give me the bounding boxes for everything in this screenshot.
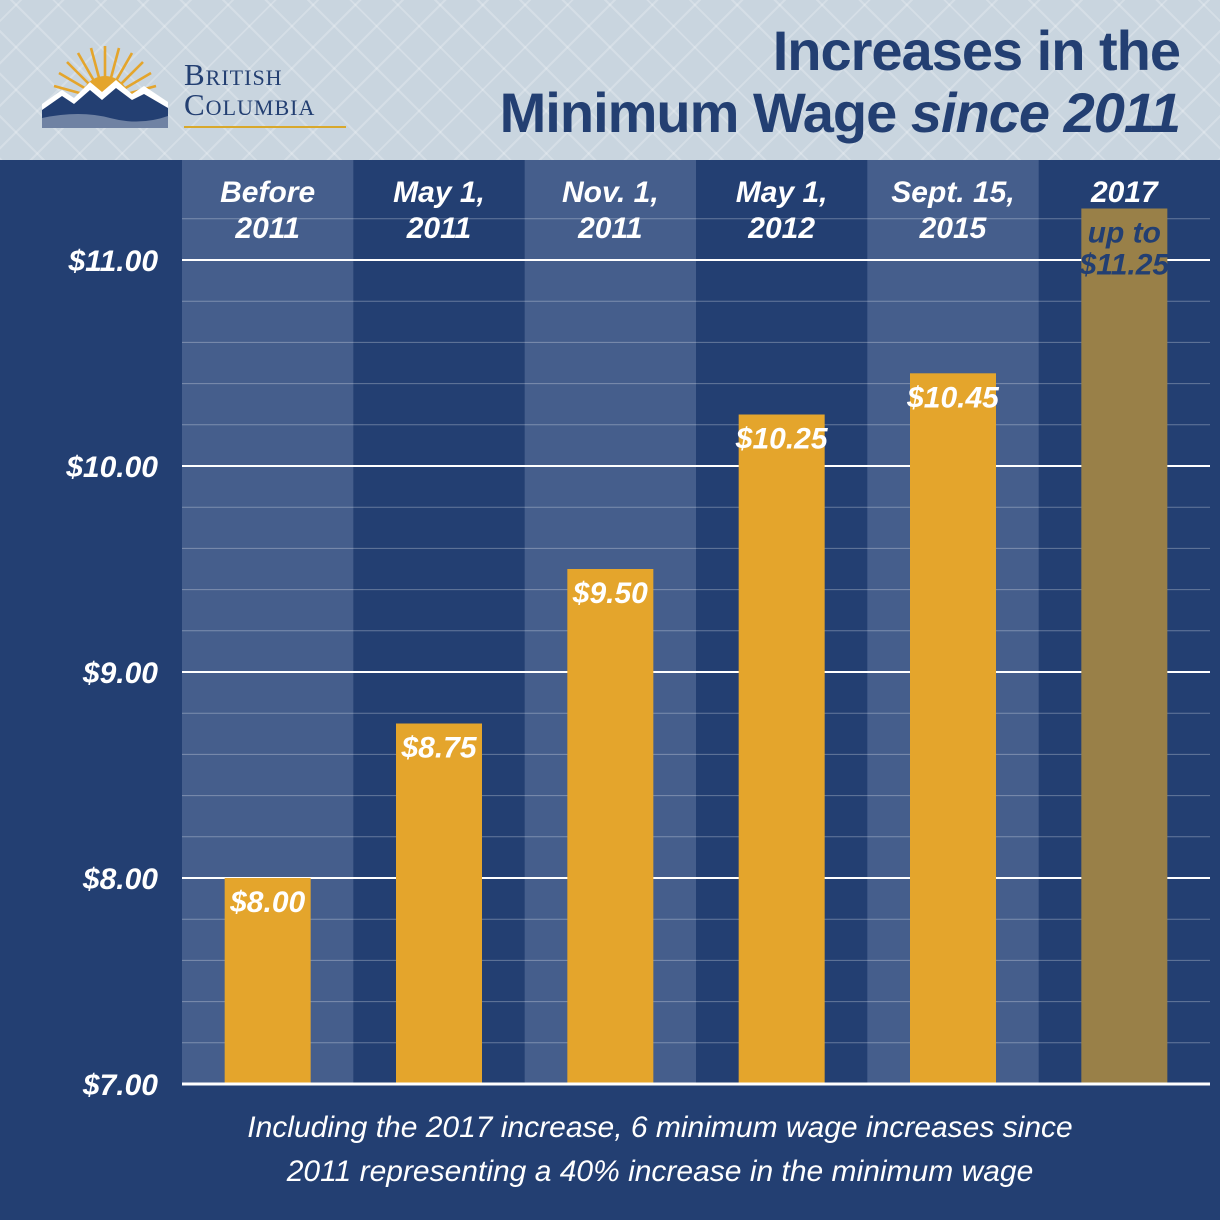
category-label: May 1, 2011 xyxy=(393,176,485,245)
category-label-line: May 1, xyxy=(736,176,828,209)
category-label-line: May 1, xyxy=(393,176,485,209)
wordmark-line1: British xyxy=(184,57,283,92)
bar xyxy=(224,878,311,1084)
category-label: Before 2011 xyxy=(220,176,315,245)
value-label: $8.75 xyxy=(400,732,477,765)
value-label-line: $8.00 xyxy=(229,886,305,919)
bar xyxy=(567,569,654,1084)
category-label-line: 2011 xyxy=(234,212,300,245)
value-label: $8.00 xyxy=(229,886,305,919)
footnote-line2: 2011 representing a 40% increase in the … xyxy=(286,1155,1034,1188)
header-banner: British Columbia Increases in the Minimu… xyxy=(0,0,1220,160)
value-label-line: $8.75 xyxy=(400,732,477,765)
page-title: Increases in the Minimum Wage since 2011 xyxy=(499,19,1181,144)
value-label: $10.25 xyxy=(735,423,829,456)
category-label-line: 2011 xyxy=(577,212,643,245)
value-label-line: $10.45 xyxy=(906,381,1000,414)
category-label: May 1, 2012 xyxy=(736,176,828,245)
footnote: Including the 2017 increase, 6 minimum w… xyxy=(120,1106,1200,1194)
wordmark-rule xyxy=(184,126,346,128)
category-label-line: 2012 xyxy=(747,212,815,245)
title-line2: Minimum Wage since 2011 xyxy=(499,81,1181,144)
category-label-line: Before xyxy=(220,176,315,209)
bc-wordmark: British Columbia xyxy=(184,57,374,128)
bar xyxy=(738,414,825,1084)
value-label: $9.50 xyxy=(572,577,648,610)
title-line2-plain: Minimum Wage xyxy=(499,81,911,144)
y-tick-label: $7.00 xyxy=(82,1069,158,1100)
footnote-line1: Including the 2017 increase, 6 minimum w… xyxy=(247,1111,1073,1144)
value-label-line: $10.25 xyxy=(735,423,829,456)
bar xyxy=(910,373,996,1084)
y-tick-label: $8.00 xyxy=(82,863,158,896)
category-label: Sept. 15, 2015 xyxy=(891,176,1014,245)
category-label-line: 2011 xyxy=(406,212,472,245)
y-tick-label: $9.00 xyxy=(82,657,158,690)
wordmark-line2: Columbia xyxy=(184,87,316,122)
category-label-line: Nov. 1, xyxy=(562,176,659,209)
category-label: Nov. 1, 2011 xyxy=(562,176,659,245)
bc-sun-mountain-logo-icon xyxy=(40,42,170,128)
bar xyxy=(396,723,482,1084)
value-label-line: up to xyxy=(1088,217,1161,250)
y-tick-label: $11.00 xyxy=(67,245,158,278)
value-label-line: $11.25 xyxy=(1079,249,1171,282)
y-tick-label: $10.00 xyxy=(65,451,158,484)
value-label: $10.45 xyxy=(906,381,1000,414)
title-line1: Increases in the xyxy=(772,19,1181,82)
value-label-line: $9.50 xyxy=(572,577,648,610)
value-label: up to $11.25 xyxy=(1079,217,1171,282)
category-label-line: Sept. 15, xyxy=(891,176,1014,209)
category-label-line: 2017 xyxy=(1090,176,1159,209)
category-label-line: 2015 xyxy=(919,212,988,245)
category-label: 2017 xyxy=(1090,176,1159,209)
title-line2-italic: since 2011 xyxy=(910,81,1181,144)
bar-projected xyxy=(1081,208,1168,1084)
